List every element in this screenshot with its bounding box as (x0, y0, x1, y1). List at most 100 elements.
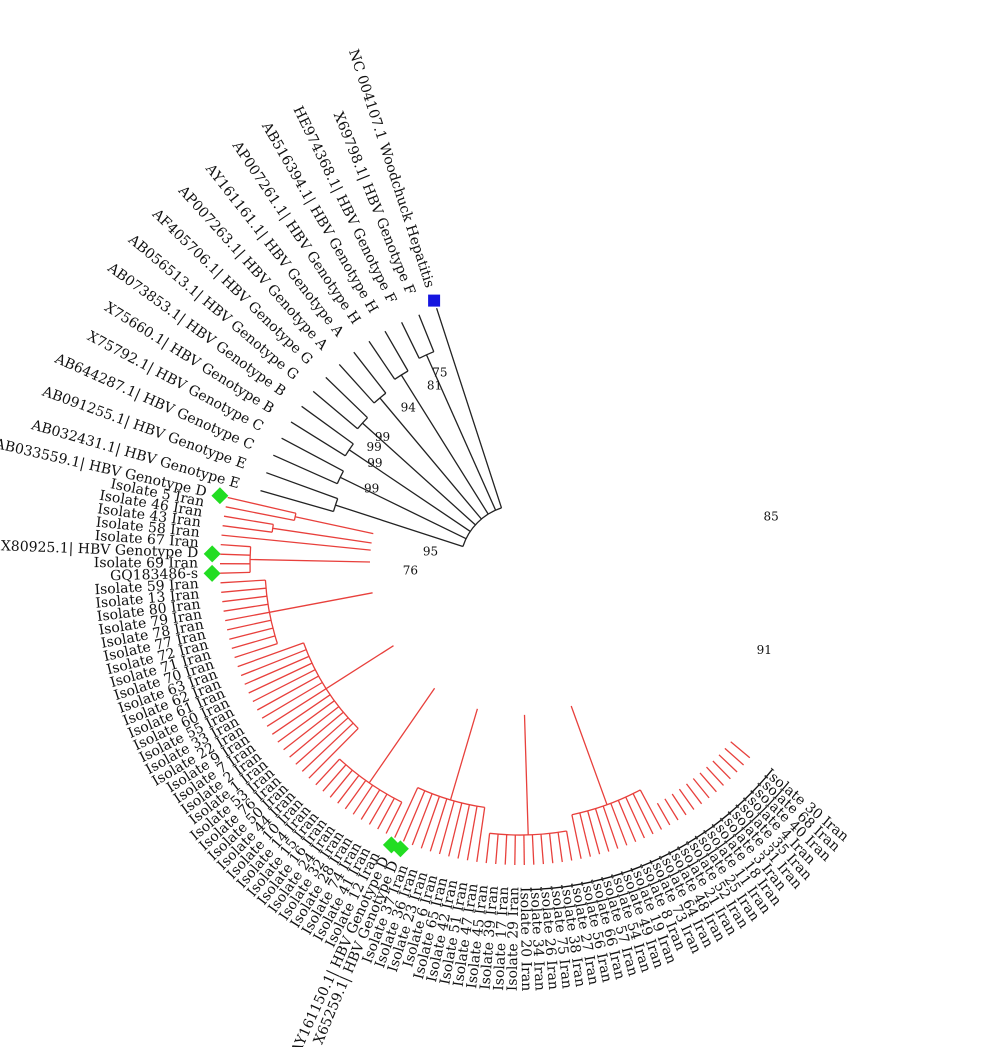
tree-branch (295, 717, 349, 765)
bootstrap-value: 99 (367, 440, 382, 454)
tree-branch (283, 706, 340, 751)
tree-branch (229, 627, 274, 640)
tree-branch (425, 354, 497, 511)
green-diamond-marker (391, 840, 409, 858)
tree-branch (368, 340, 396, 380)
tree-branch (639, 789, 663, 830)
tree-branch (429, 798, 448, 852)
blue-square-marker (428, 294, 441, 307)
green-diamond-marker (203, 545, 221, 563)
tree-branch (225, 611, 270, 622)
tree-branch (594, 808, 610, 852)
tree-branch (353, 351, 387, 394)
tree-branch (724, 747, 745, 766)
tree-branch (289, 711, 344, 758)
tree-branch (401, 322, 420, 359)
tree-branch (504, 834, 508, 865)
bootstrap-value: 75 (432, 365, 447, 379)
leaf-label: Isolate 20 Iran (517, 887, 534, 991)
tree-branch (476, 807, 486, 862)
tree-branch (248, 662, 313, 694)
tree-branch (418, 314, 435, 352)
tree-branch (301, 405, 354, 445)
tree-branch (678, 788, 695, 810)
tree-branch (261, 681, 323, 719)
bootstrap-value: 95 (423, 545, 438, 559)
tree-branch (712, 760, 731, 780)
tree-branch (466, 806, 478, 861)
tree-branch (344, 780, 367, 810)
bootstrap-value: 99 (364, 482, 379, 496)
tree-branch (337, 775, 360, 804)
tree-branch (557, 832, 563, 863)
tree-branch (244, 655, 310, 685)
tree-branch (706, 766, 724, 786)
tree-branch (671, 793, 687, 816)
tree-branch (223, 515, 274, 526)
bootstrap-value: 99 (367, 456, 382, 470)
tree-branch (420, 796, 441, 849)
tree-branch (449, 708, 479, 801)
tree-branch (220, 553, 251, 556)
tree-branch (332, 498, 339, 512)
leaf-label: Isolate 29 Iran (505, 887, 523, 991)
tree-branch (570, 705, 608, 805)
tree-branch (338, 363, 375, 404)
tree-branch (548, 833, 554, 864)
tree-branch (610, 803, 628, 846)
tree-branch (294, 516, 374, 535)
tree-branch (438, 800, 455, 855)
tree-branch (249, 546, 252, 573)
tree-branch (531, 834, 535, 865)
green-diamond-marker (211, 487, 229, 505)
tree-branch (394, 787, 419, 838)
tree-branch (523, 714, 529, 835)
tree-branch (260, 489, 334, 513)
tree-branch (379, 397, 482, 520)
tree-branch (602, 805, 619, 849)
tree-branch (231, 635, 276, 650)
tree-branch (226, 619, 272, 631)
tree-branch (368, 687, 436, 784)
tree-branch (699, 772, 717, 793)
tree-branch (565, 830, 573, 861)
tree-branch (329, 769, 353, 798)
tree-branch (579, 812, 592, 857)
tree-branch (237, 642, 304, 668)
tree-branch (400, 374, 489, 515)
tree-branch (373, 392, 387, 404)
tree-branch (222, 595, 267, 603)
tree-branch (222, 525, 273, 533)
tree-branch (685, 783, 703, 805)
tree-branch (339, 476, 467, 540)
tree-branch (234, 642, 278, 659)
leaf-label: GQ183486-s (110, 566, 198, 584)
tree-branch (266, 472, 338, 500)
tree-branch (250, 558, 371, 563)
tree-branch (220, 543, 251, 548)
leaf-label: X80925.1| HBV Genotype D (1, 538, 199, 561)
tree-branch (571, 789, 641, 816)
tree-branch (357, 417, 368, 430)
tree-branch (272, 527, 372, 544)
tree-branch (339, 758, 403, 803)
tree-branch (448, 802, 463, 857)
tree-branch (625, 796, 645, 839)
tree-branch (348, 449, 471, 532)
tree-branch (435, 307, 503, 509)
tree-branch (462, 507, 502, 547)
tree-branch (352, 784, 374, 815)
tree-branch (587, 810, 601, 855)
tree-branch (266, 688, 327, 727)
leaf-label: Isolate 17 Iran (491, 886, 512, 991)
tree-branch (495, 834, 499, 865)
tree-branch (290, 421, 346, 457)
bootstrap-value: 76 (403, 564, 418, 578)
tree-branches (220, 307, 751, 866)
tree-branch (360, 789, 381, 820)
tree-branch (335, 504, 464, 548)
bootstrap-value: 81 (427, 379, 442, 393)
tree-branch (384, 330, 409, 372)
tree-branch (312, 390, 359, 430)
